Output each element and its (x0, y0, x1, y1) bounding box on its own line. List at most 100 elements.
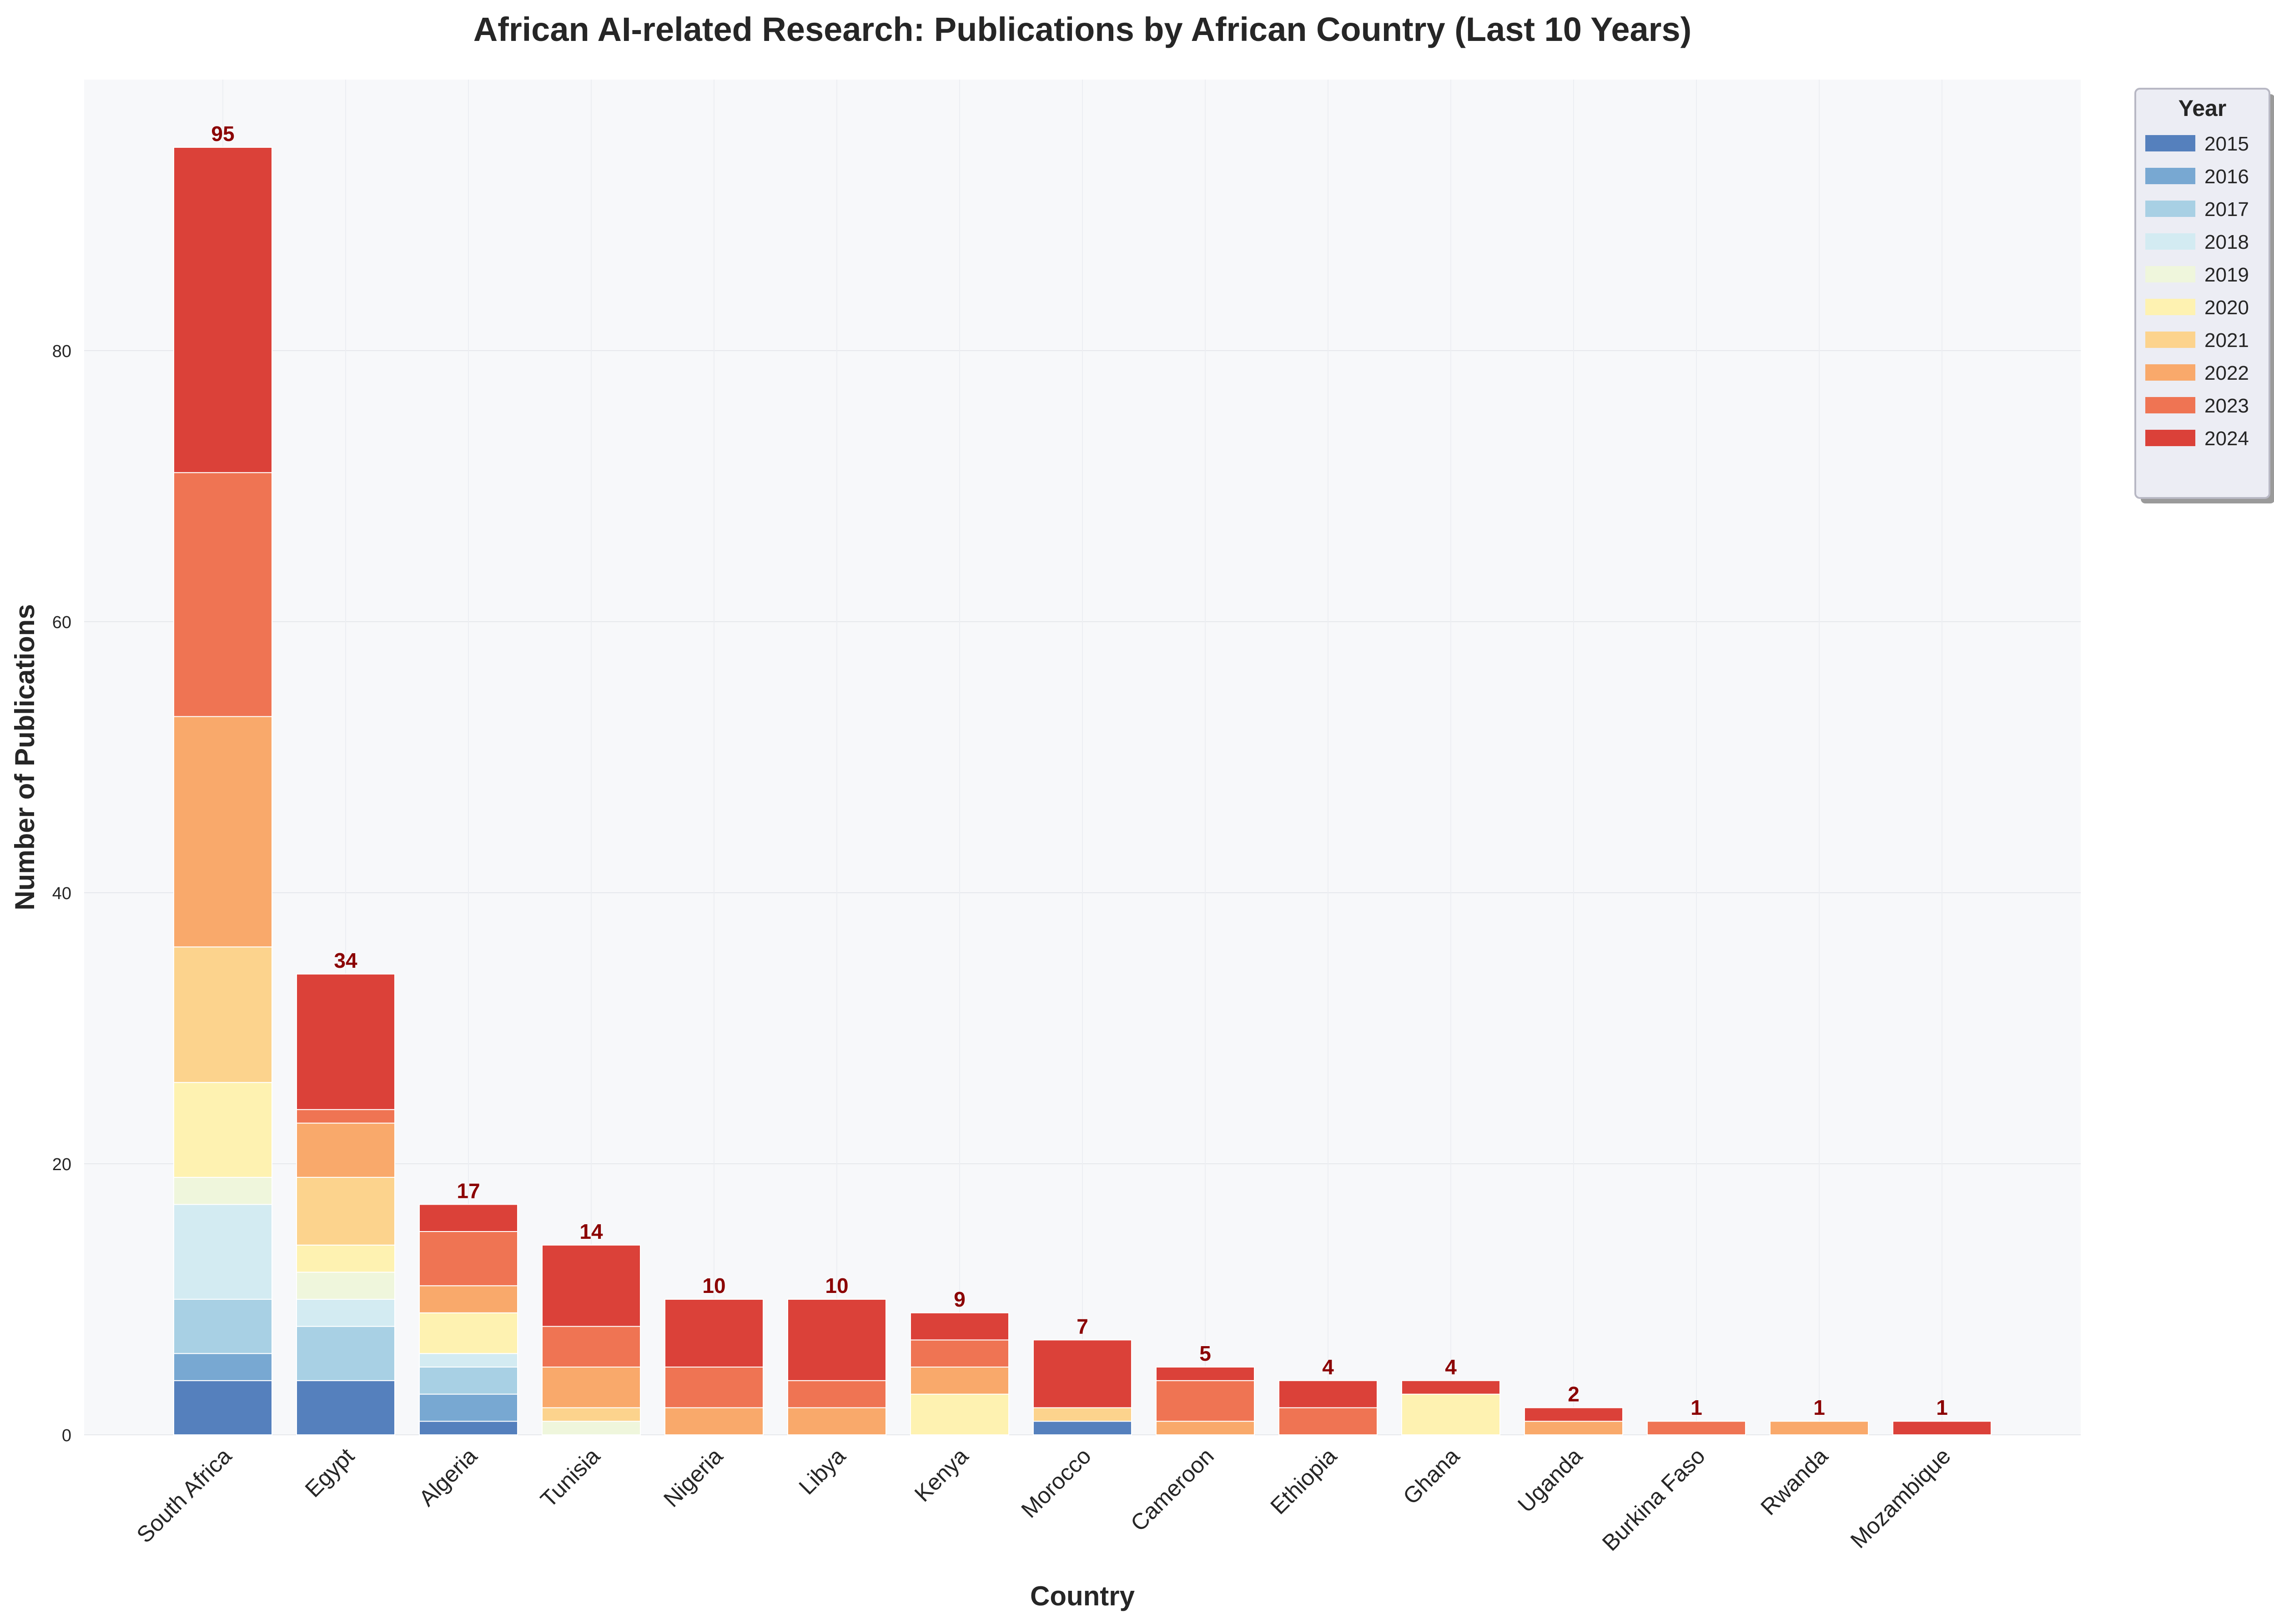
bar-segment-2021 (296, 1177, 395, 1246)
bar-segment-2021 (542, 1407, 641, 1422)
bar-segment-2018 (173, 1204, 272, 1300)
bar-segment-2022 (296, 1122, 395, 1178)
bar-segment-2017 (173, 1299, 272, 1354)
legend-swatch-2016 (2145, 168, 2195, 184)
total-label: 2 (1568, 1382, 1580, 1406)
legend-swatch-2017 (2145, 201, 2195, 217)
bar-segment-2024 (1278, 1380, 1378, 1408)
total-label: 34 (334, 949, 357, 972)
bar-segment-2022 (542, 1367, 641, 1408)
bar-segment-2023 (542, 1326, 641, 1368)
bar-segment-2015 (1033, 1421, 1132, 1435)
y-tick-label: 0 (62, 1426, 71, 1445)
y-axis-title: Number of Publications (10, 604, 40, 910)
bar-segment-2024 (173, 147, 272, 473)
y-tick-label: 60 (52, 613, 71, 632)
legend-label: 2019 (2204, 264, 2249, 286)
y-tick-label: 80 (52, 342, 71, 361)
total-label: 4 (1445, 1355, 1457, 1379)
bar-segment-2022 (910, 1367, 1009, 1395)
legend-label: 2024 (2204, 427, 2249, 450)
bar-segment-2017 (296, 1326, 395, 1381)
legend-swatch-2024 (2145, 430, 2195, 446)
bar-segment-2021 (1033, 1407, 1132, 1422)
total-label: 14 (579, 1220, 603, 1243)
bar-segment-2024 (910, 1312, 1009, 1341)
x-axis-title: Country (1030, 1581, 1135, 1611)
bar-segment-2022 (664, 1407, 764, 1435)
bar-segment-2015 (296, 1380, 395, 1436)
legend-label: 2022 (2204, 362, 2249, 384)
bar-segment-2023 (1278, 1407, 1378, 1435)
bar-segment-2024 (296, 973, 395, 1110)
bar-segment-2020 (419, 1312, 518, 1354)
bar-segment-2022 (1156, 1421, 1255, 1435)
bar-segment-2022 (173, 716, 272, 948)
bar-segment-2019 (296, 1272, 395, 1300)
legend-items: 2015 2016 2017 2018 2019 2020 2021 2022 2023 2024 (2145, 133, 2249, 450)
total-label: 9 (954, 1287, 966, 1311)
y-tick-label: 20 (52, 1155, 71, 1174)
bar-segment-2021 (173, 946, 272, 1083)
total-label: 17 (457, 1179, 480, 1202)
total-labels: 95 34 17 14 10 10 9 7 5 4 4 2 1 1 1 (211, 122, 1947, 1419)
legend-label: 2018 (2204, 231, 2249, 253)
bar-segment-2020 (1401, 1393, 1500, 1436)
total-label: 5 (1199, 1342, 1211, 1365)
legend-label: 2016 (2204, 166, 2249, 188)
bar-segment-2022 (419, 1285, 518, 1313)
y-tick-label: 40 (52, 884, 71, 903)
y-axis-ticks: 0 20 40 60 80 (52, 342, 71, 1445)
legend-swatch-2020 (2145, 299, 2195, 315)
bar-segment-2024 (787, 1299, 886, 1381)
total-label: 10 (702, 1274, 725, 1297)
bar-segment-2016 (173, 1353, 272, 1381)
bar-segment-2022 (787, 1407, 886, 1435)
legend-swatch-2018 (2145, 233, 2195, 250)
total-label: 7 (1077, 1314, 1088, 1338)
bar-segment-2024 (1401, 1380, 1500, 1395)
bar-segment-2019 (173, 1177, 272, 1205)
total-label: 1 (1813, 1396, 1825, 1419)
bar-segment-2024 (1033, 1339, 1132, 1408)
legend-label: 2021 (2204, 329, 2249, 352)
legend: Year 2015 2016 2017 2018 2019 2020 2021 2022 202… (2134, 88, 2274, 503)
bar-segment-2024 (1892, 1421, 1992, 1435)
bar-segment-2024 (419, 1204, 518, 1232)
legend-swatch-2015 (2145, 135, 2195, 151)
legend-title: Year (2178, 96, 2227, 121)
bar-segment-2024 (664, 1299, 764, 1368)
total-label: 1 (1936, 1396, 1948, 1419)
bar-segment-2020 (296, 1244, 395, 1273)
bar-segment-2015 (173, 1380, 272, 1436)
bar-segment-2022 (1770, 1421, 1869, 1435)
bar-segment-2023 (419, 1231, 518, 1287)
legend-swatch-2022 (2145, 364, 2195, 381)
bar-segment-2023 (664, 1367, 764, 1408)
bar-segment-2024 (1156, 1367, 1255, 1381)
bar-segment-2023 (296, 1109, 395, 1124)
bar-segment-2023 (1647, 1421, 1746, 1435)
total-label: 10 (825, 1274, 848, 1297)
legend-swatch-2023 (2145, 397, 2195, 413)
bar-segment-2024 (1524, 1407, 1623, 1422)
legend-swatch-2019 (2145, 266, 2195, 282)
total-label: 4 (1322, 1355, 1334, 1379)
bar-segment-2024 (542, 1244, 641, 1327)
legend-swatch-2021 (2145, 332, 2195, 348)
bar-segment-2020 (173, 1082, 272, 1178)
total-label: 95 (211, 122, 234, 146)
legend-label: 2020 (2204, 297, 2249, 319)
legend-label: 2023 (2204, 395, 2249, 417)
bar-segment-2020 (910, 1393, 1009, 1436)
bar-segment-2016 (419, 1393, 518, 1422)
bar-segment-2023 (910, 1339, 1009, 1368)
bar-segment-2023 (1156, 1380, 1255, 1422)
bar-segment-2019 (542, 1421, 641, 1435)
bar-segment-2015 (419, 1421, 518, 1435)
bar-segment-2023 (787, 1380, 886, 1408)
bars (173, 147, 1992, 1436)
bar-segment-2022 (1524, 1421, 1623, 1435)
bar-segment-2018 (419, 1353, 518, 1368)
bar-segment-2017 (419, 1367, 518, 1395)
